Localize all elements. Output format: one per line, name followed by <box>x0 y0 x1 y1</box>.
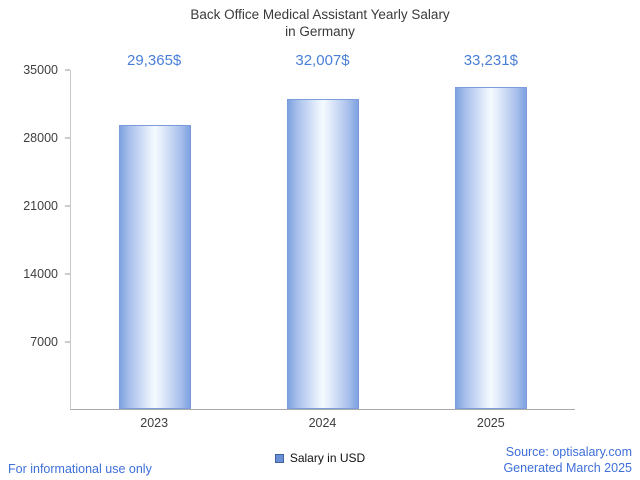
bar-value-label: 29,365$ <box>127 52 182 69</box>
bar-value-label: 32,007$ <box>295 52 350 69</box>
bar-2025 <box>455 87 527 409</box>
y-tick-mark <box>65 273 70 275</box>
x-axis-labels: 2023 2024 2025 <box>70 416 575 430</box>
y-tick-label: 35000 <box>23 63 58 77</box>
x-axis-label: 2025 <box>476 416 505 430</box>
legend-swatch-icon <box>274 453 284 463</box>
y-axis: 7000 14000 21000 28000 35000 <box>0 63 70 410</box>
bar-2024 <box>287 99 359 409</box>
chart-title-line2: in Germany <box>285 24 355 39</box>
y-tick-label: 21000 <box>23 199 58 213</box>
x-axis-label: 2023 <box>140 416 169 430</box>
source-link[interactable]: Source: optisalary.com <box>505 445 632 459</box>
chart-title-line1: Back Office Medical Assistant Yearly Sal… <box>190 7 450 22</box>
y-tick-mark <box>65 137 70 139</box>
y-tick-mark <box>65 69 70 71</box>
bar-value-label: 33,231$ <box>463 52 518 69</box>
value-labels-row: 29,365$ 32,007$ 33,231$ <box>70 52 575 69</box>
generated-date: Generated March 2025 <box>503 461 632 475</box>
legend: Salary in USD <box>0 451 640 465</box>
y-tick-label: 28000 <box>23 131 58 145</box>
bar-column <box>239 70 407 409</box>
plot-area <box>70 70 575 410</box>
bar-2023 <box>119 124 191 409</box>
y-tick-label: 7000 <box>30 335 58 349</box>
bar-column <box>71 70 239 409</box>
bars-row <box>71 70 575 409</box>
x-axis-label: 2024 <box>308 416 337 430</box>
disclaimer-text: For informational use only <box>8 462 152 476</box>
source-block: Source: optisalary.com Generated March 2… <box>503 444 632 476</box>
y-tick-mark <box>65 341 70 343</box>
bar-column <box>407 70 575 409</box>
chart-title: Back Office Medical Assistant Yearly Sal… <box>0 6 640 40</box>
y-tick-label: 14000 <box>23 267 58 281</box>
y-tick-mark <box>65 205 70 207</box>
legend-label: Salary in USD <box>289 451 366 465</box>
